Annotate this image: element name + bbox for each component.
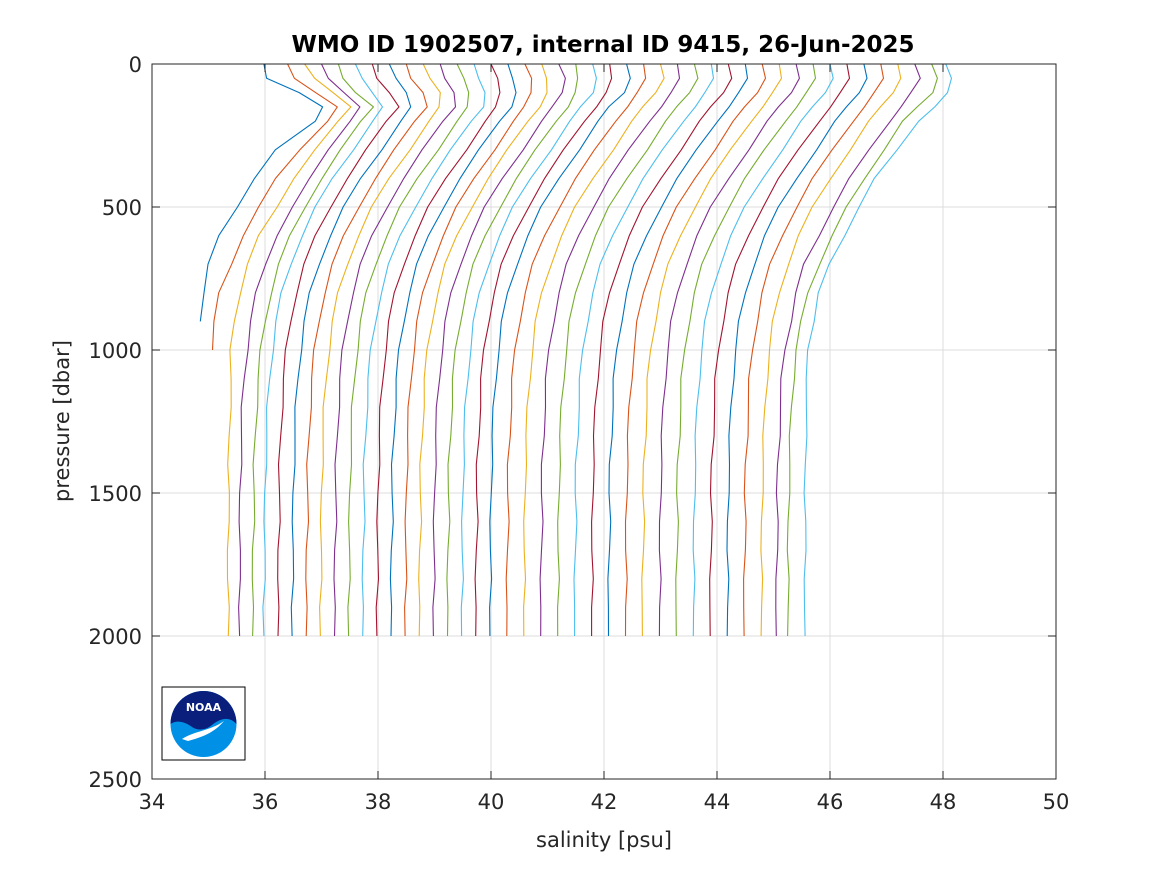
y-tick-label: 2000 bbox=[89, 625, 142, 649]
y-tick-label: 1000 bbox=[89, 339, 142, 363]
salinity-profile-15 bbox=[389, 63, 517, 637]
salinity-profile-20 bbox=[460, 63, 597, 637]
salinity-profile-7 bbox=[277, 63, 400, 637]
y-tick-label: 0 bbox=[129, 53, 142, 77]
salinity-profile-17 bbox=[418, 63, 548, 637]
salinity-profile-25 bbox=[539, 63, 681, 637]
chart-title: WMO ID 1902507, internal ID 9415, 26-Jun… bbox=[291, 32, 914, 58]
salinity-profile-39 bbox=[775, 63, 921, 637]
salinity-profile-16 bbox=[404, 63, 533, 637]
salinity-profile-33 bbox=[675, 63, 817, 637]
x-axis-label: salinity [psu] bbox=[536, 828, 672, 852]
salinity-profile-3 bbox=[226, 63, 352, 637]
salinity-profile-31 bbox=[641, 63, 783, 637]
x-tick-label: 50 bbox=[1043, 790, 1070, 814]
salinity-profile-24 bbox=[523, 63, 665, 637]
salinity-profile-12 bbox=[347, 63, 470, 637]
salinity-profile-13 bbox=[361, 63, 486, 637]
salinity-profile-19 bbox=[446, 63, 579, 637]
salinity-profile-9 bbox=[305, 63, 428, 637]
x-tick-label: 44 bbox=[704, 790, 731, 814]
salinity-profile-22 bbox=[489, 63, 631, 637]
x-tick-label: 38 bbox=[365, 790, 392, 814]
x-tick-label: 40 bbox=[478, 790, 505, 814]
x-tick-label: 46 bbox=[817, 790, 844, 814]
noaa-logo-text: NOAA bbox=[186, 701, 222, 714]
salinity-profile-2 bbox=[211, 63, 338, 351]
salinity-profile-29 bbox=[607, 63, 749, 637]
salinity-profile-40 bbox=[786, 63, 938, 637]
salinity-profile-41 bbox=[803, 63, 953, 637]
salinity-profile-6 bbox=[262, 63, 384, 637]
y-tick-label: 500 bbox=[102, 196, 142, 220]
salinity-profile-21 bbox=[474, 63, 613, 637]
salinity-profile-4 bbox=[238, 63, 361, 637]
y-tick-label: 1500 bbox=[89, 482, 142, 506]
salinity-profile-5 bbox=[251, 63, 375, 637]
profile-lines bbox=[199, 63, 953, 637]
salinity-profile-26 bbox=[557, 63, 699, 637]
x-axis-ticks: 34 36 38 40 42 44 46 48 50 bbox=[139, 64, 1070, 814]
salinity-profile-37 bbox=[743, 63, 885, 637]
grid-lines bbox=[151, 63, 1057, 780]
noaa-logo: NOAA bbox=[161, 686, 246, 761]
salinity-profile-34 bbox=[692, 63, 834, 637]
salinity-profile-14 bbox=[375, 63, 501, 637]
salinity-profile-35 bbox=[709, 63, 851, 637]
salinity-profile-10 bbox=[319, 63, 441, 637]
x-tick-label: 36 bbox=[252, 790, 279, 814]
salinity-profile-1 bbox=[199, 63, 324, 322]
y-tick-label: 2500 bbox=[89, 768, 142, 792]
salinity-profile-28 bbox=[591, 63, 733, 636]
salinity-profile-30 bbox=[624, 63, 767, 637]
salinity-profile-36 bbox=[726, 63, 868, 637]
salinity-profile-27 bbox=[573, 63, 715, 636]
salinity-profile-32 bbox=[658, 63, 800, 637]
y-axis-label: pressure [dbar] bbox=[50, 340, 74, 502]
y-axis-ticks: 0 500 1000 1500 2000 2500 bbox=[89, 53, 1056, 792]
salinity-profile-11 bbox=[333, 63, 457, 637]
salinity-profile-23 bbox=[505, 63, 647, 637]
salinity-profile-38 bbox=[760, 63, 902, 637]
x-tick-label: 34 bbox=[139, 790, 166, 814]
salinity-profile-18 bbox=[432, 63, 566, 637]
x-tick-label: 42 bbox=[591, 790, 618, 814]
salinity-profile-8 bbox=[290, 63, 412, 637]
x-tick-label: 48 bbox=[930, 790, 957, 814]
